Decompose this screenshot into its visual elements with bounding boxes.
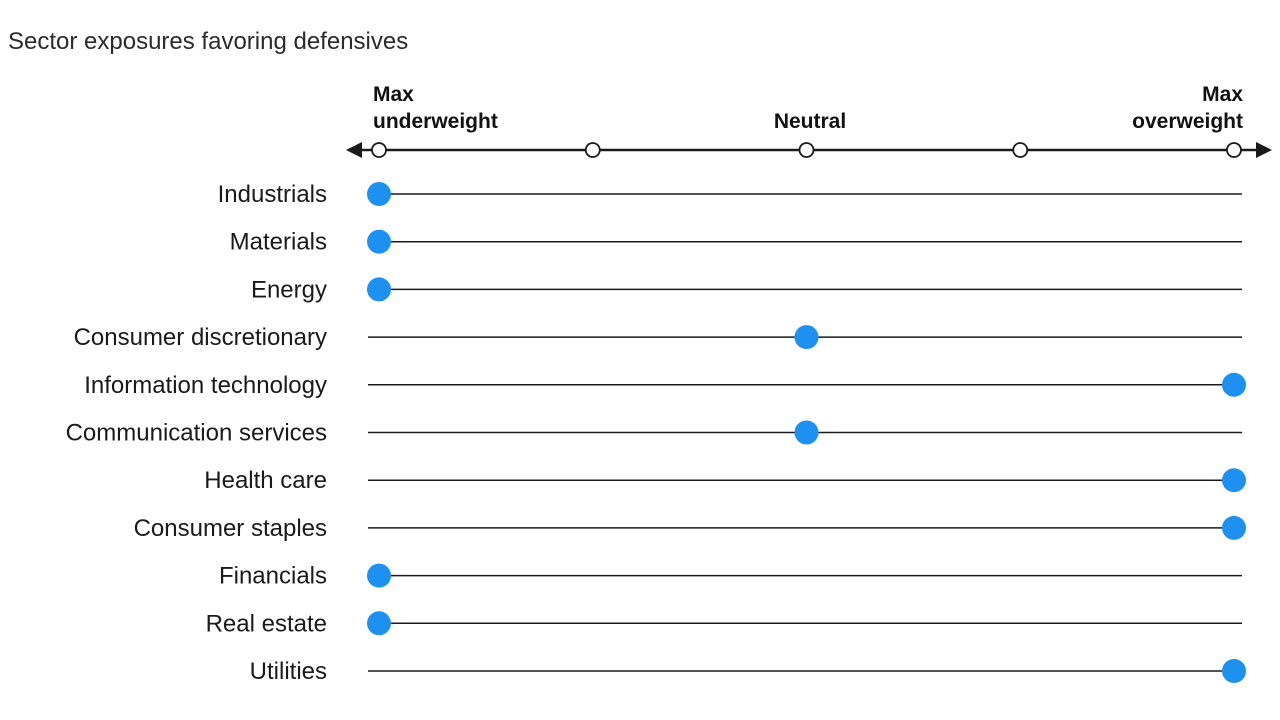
position-marker [794,420,819,445]
position-marker [367,229,391,254]
category-label: Information technology [84,372,327,399]
position-marker [1222,372,1246,397]
position-marker [1222,468,1246,493]
scale-arrow-left [346,142,362,158]
position-marker [1222,515,1246,540]
scale-label-right-line1: Max [1202,83,1243,106]
scale-label-neutral: Neutral [773,110,847,133]
position-marker [1222,659,1246,683]
scale-tick-marker [1012,142,1029,158]
category-label: Real estate [206,610,327,637]
category-label: Financials [219,563,327,590]
scale-label-left-line2: underweight [373,110,498,133]
category-label: Energy [251,276,327,303]
scale-label-right-line2: overweight [1132,110,1243,133]
scale-label-max-overweight: Max overweight [1132,81,1243,135]
category-label: Health care [204,467,327,494]
scale-arrow-right [1256,142,1272,158]
position-marker [367,611,391,636]
category-label: Consumer discretionary [74,324,327,351]
category-label: Utilities [250,658,327,685]
category-label: Industrials [218,181,327,208]
scale-tick-marker [798,142,815,158]
chart-title: Sector exposures favoring defensives [8,28,409,55]
position-marker [367,277,391,302]
position-marker [367,563,391,588]
position-marker [794,325,819,350]
category-label: Communication services [66,420,327,447]
scale-tick-marker [371,142,387,158]
scale-tick-marker [584,142,601,158]
position-marker [367,182,391,206]
category-label: Consumer staples [134,515,327,542]
scale-tick-marker [1226,142,1242,158]
category-label: Materials [230,229,327,256]
scale-label-max-underweight: Max underweight [373,81,498,135]
scale-label-left-line1: Max [373,83,414,106]
